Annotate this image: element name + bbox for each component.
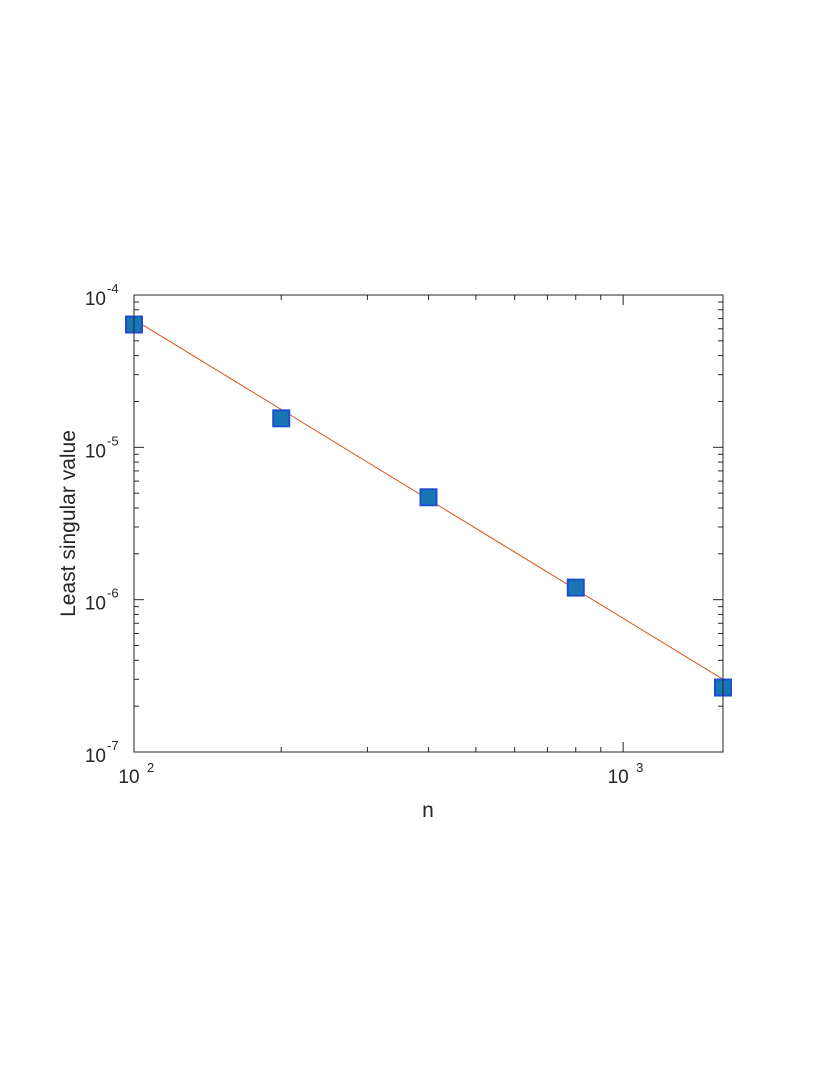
minor-ticks <box>134 295 723 752</box>
data-point-marker <box>272 409 291 428</box>
y-tick-label: 10 <box>85 594 106 615</box>
y-tick-label: 10 <box>85 441 106 462</box>
y-tick-label: 10 <box>85 746 106 767</box>
tick-labels: 10 2 10 310-710-610-510-4 <box>85 281 644 788</box>
y-axis-label: Least singular value <box>57 430 80 617</box>
y-tick-exponent: -4 <box>107 281 119 296</box>
y-tick-exponent: -7 <box>107 738 119 753</box>
data-point-marker <box>566 578 585 597</box>
x-tick-exponent: 3 <box>636 760 643 775</box>
x-tick-label: 10 <box>608 767 629 788</box>
data-point-marker <box>419 488 438 507</box>
plot-area <box>134 295 723 752</box>
x-tick-label: 10 <box>118 767 139 788</box>
y-tick-exponent: -5 <box>107 433 119 448</box>
axes-box <box>133 294 724 753</box>
y-tick-label: 10 <box>85 289 106 310</box>
y-tick-exponent: -6 <box>107 586 119 601</box>
x-tick-exponent: 2 <box>147 760 154 775</box>
x-axis-label: n <box>422 799 434 822</box>
